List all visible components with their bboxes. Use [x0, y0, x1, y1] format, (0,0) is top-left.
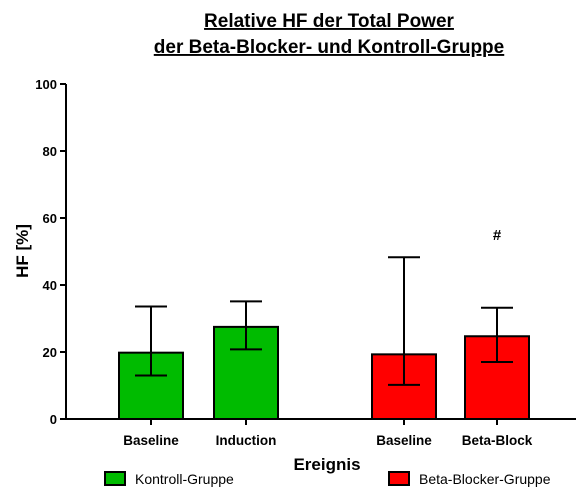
- chart-title-line-1: Relative HF der Total Power: [204, 11, 454, 32]
- y-tick-label-100: 100: [35, 77, 57, 92]
- x-tick-label-1: Induction: [216, 433, 277, 448]
- legend-swatch-1: [388, 471, 410, 486]
- y-tick-label-60: 60: [43, 211, 57, 226]
- legend: Kontroll-Gruppe Beta-Blocker-Gruppe: [104, 471, 551, 487]
- x-tick-label-0: Baseline: [123, 433, 179, 448]
- annotations: #: [493, 227, 502, 244]
- legend-label-1: Beta-Blocker-Gruppe: [419, 471, 551, 487]
- x-axis-title: Ereignis: [293, 455, 360, 474]
- error-bars: [135, 256, 513, 386]
- x-tick-label-2: Baseline: [376, 433, 432, 448]
- y-tick-label-20: 20: [43, 345, 57, 360]
- chart-title-line-2: der Beta-Blocker- und Kontroll-Gruppe: [154, 37, 504, 58]
- y-axis: 0 20 40 60 80 100: [35, 77, 67, 427]
- bars: [118, 325, 530, 421]
- x-tick-label-3: Beta-Block: [462, 433, 533, 448]
- y-tick-label-80: 80: [43, 144, 57, 159]
- y-tick-label-40: 40: [43, 278, 57, 293]
- y-tick-label-0: 0: [50, 412, 57, 427]
- y-axis-title: HF [%]: [13, 224, 32, 278]
- legend-label-0: Kontroll-Gruppe: [135, 471, 234, 487]
- legend-swatch-0: [104, 471, 126, 486]
- category-labels: Baseline Induction Baseline Beta-Block: [123, 433, 533, 448]
- annotation-0: #: [493, 227, 502, 244]
